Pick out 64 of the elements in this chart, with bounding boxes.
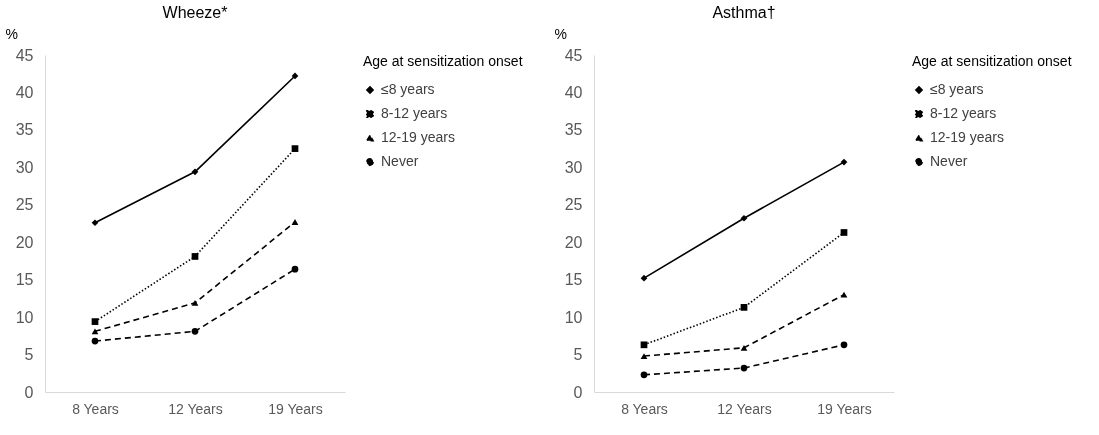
point — [91, 219, 99, 227]
point — [840, 291, 848, 298]
point — [291, 265, 299, 273]
legend-title: Age at sensitization onset — [912, 53, 1072, 69]
point — [840, 341, 848, 349]
point — [191, 327, 199, 335]
y-tick-label: 45 — [564, 46, 583, 64]
y-tick-label: 35 — [15, 121, 34, 139]
y-tick-label: 5 — [573, 346, 583, 364]
y-tick-label: 30 — [564, 158, 583, 176]
legend-label: 12-19 years — [381, 129, 455, 145]
y-tick-label: 35 — [564, 121, 583, 139]
y-axis-title: % — [554, 25, 567, 42]
point — [640, 274, 648, 282]
y-tick-label: 0 — [24, 383, 34, 401]
x-tick-label: 12 Years — [717, 400, 772, 417]
point — [191, 253, 199, 260]
chart-title: Asthma† — [712, 4, 776, 21]
legend-label: ≤8 years — [381, 81, 435, 97]
point — [840, 158, 848, 166]
legend-label: ≤8 years — [930, 81, 984, 97]
legend-label: Never — [381, 153, 419, 169]
y-tick-label: 15 — [15, 271, 34, 289]
point — [291, 145, 299, 152]
legend-title: Age at sensitization onset — [363, 53, 523, 69]
point — [640, 341, 648, 349]
y-tick-label: 30 — [15, 158, 34, 176]
y-tick-label: 20 — [15, 233, 34, 251]
y-tick-label: 5 — [24, 346, 34, 364]
legend-label: 8-12 years — [930, 105, 997, 121]
point — [191, 168, 199, 176]
point — [91, 328, 99, 335]
y-tick-label: 10 — [15, 308, 34, 326]
point — [740, 364, 748, 372]
legend-label: Never — [930, 153, 968, 169]
y-tick-label: 25 — [15, 196, 34, 214]
point — [191, 299, 199, 306]
legend-label: 8-12 years — [381, 105, 448, 121]
y-tick-label: 15 — [564, 271, 583, 289]
y-tick-label: 45 — [15, 46, 34, 64]
point — [640, 353, 648, 359]
point — [740, 214, 748, 222]
x-tick-label: 8 Years — [621, 400, 668, 417]
x-tick-label: 8 Years — [72, 400, 119, 417]
point — [91, 337, 99, 345]
y-tick-label: 40 — [15, 83, 34, 101]
point — [291, 72, 299, 80]
x-tick-label: 12 Years — [168, 400, 223, 417]
point — [291, 219, 299, 225]
y-tick-label: 20 — [564, 233, 583, 251]
point — [640, 371, 648, 379]
chart-title: Wheeze* — [162, 4, 228, 21]
y-tick-label: 10 — [564, 308, 583, 326]
point — [740, 304, 748, 311]
point — [740, 344, 748, 351]
y-tick-label: 0 — [573, 383, 583, 401]
point — [91, 318, 99, 325]
y-tick-label: 25 — [564, 196, 583, 214]
x-tick-label: 19 Years — [268, 400, 323, 417]
point — [840, 229, 848, 236]
y-axis-title: % — [5, 25, 18, 42]
legend-label: 12-19 years — [930, 129, 1004, 145]
x-tick-label: 19 Years — [817, 400, 872, 417]
y-tick-label: 40 — [564, 83, 583, 101]
